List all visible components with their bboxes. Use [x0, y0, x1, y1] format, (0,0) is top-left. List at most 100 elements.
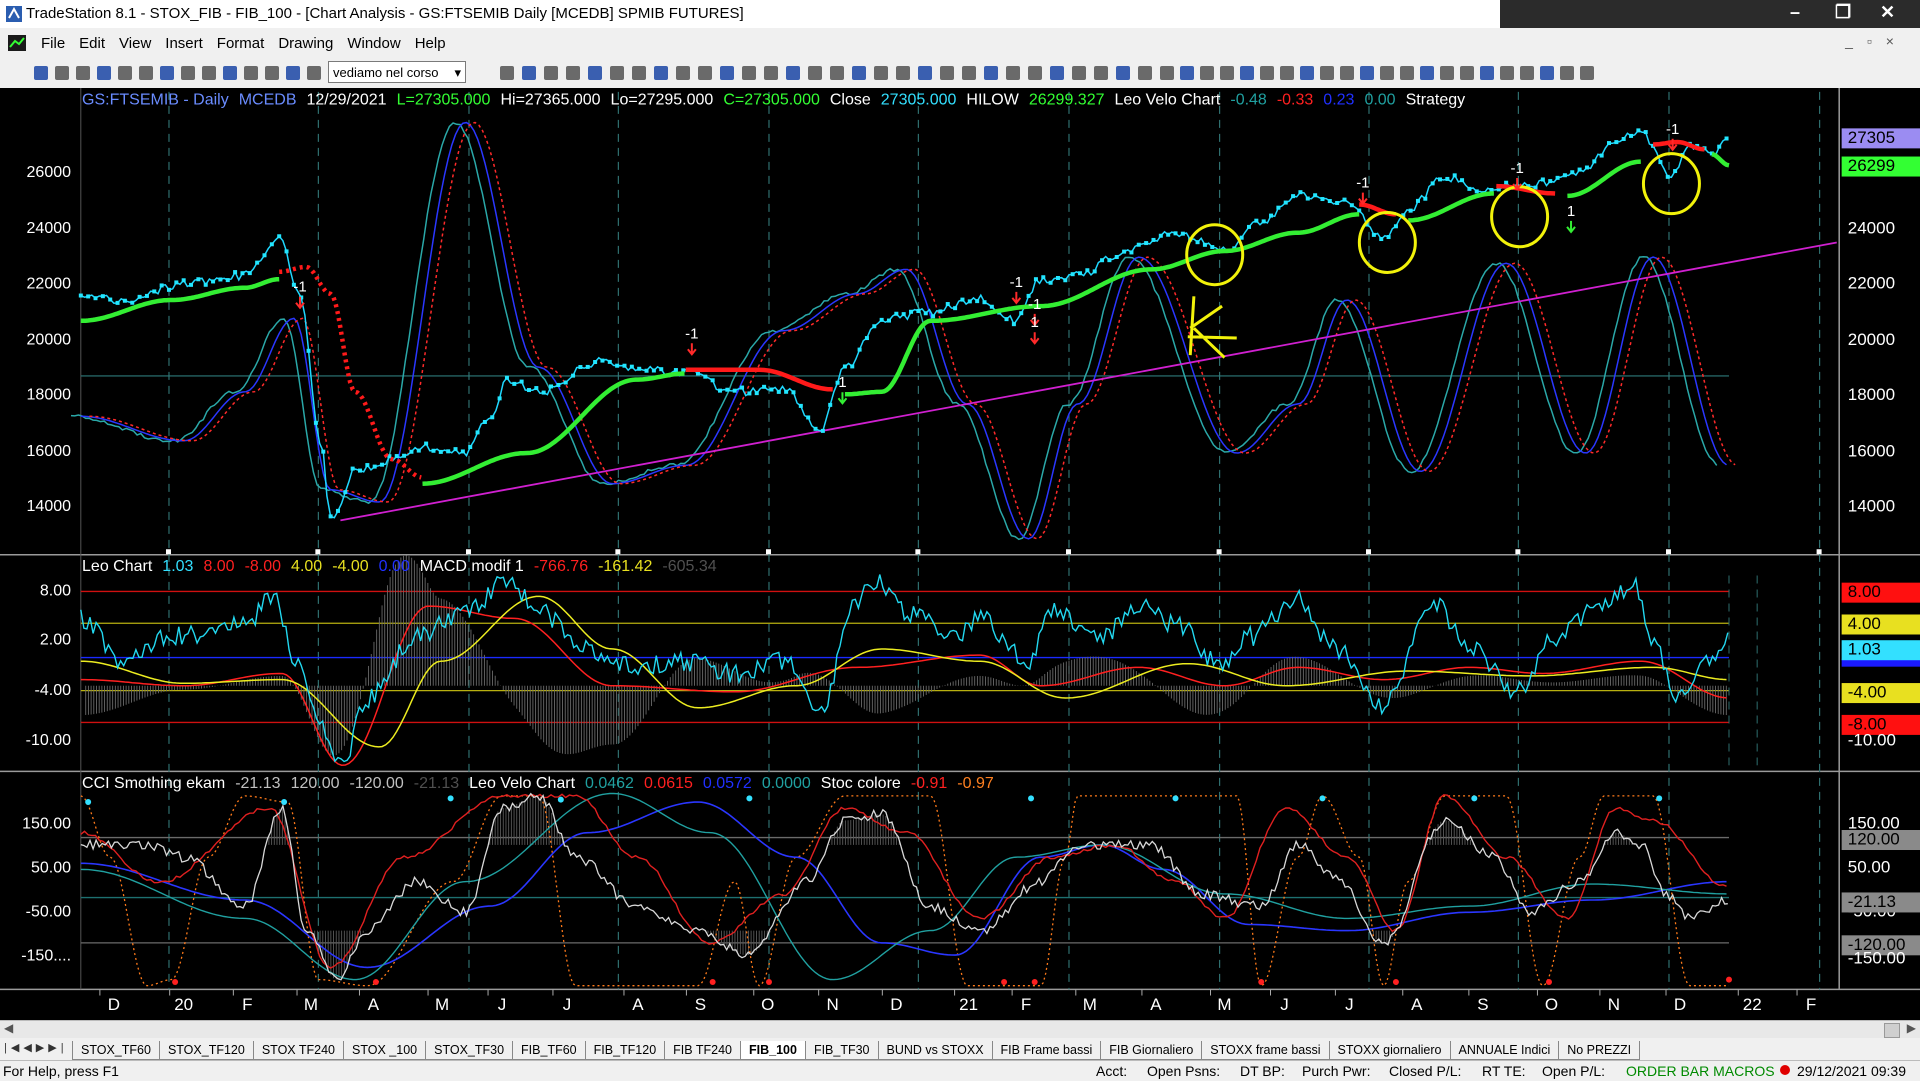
tab[interactable]: No PREZZI: [1558, 1041, 1641, 1060]
toolbar-icon[interactable]: [1400, 66, 1414, 80]
toolbar-icon[interactable]: [544, 66, 558, 80]
menu-item[interactable]: Window: [347, 34, 401, 52]
scroll-thumb[interactable]: [1884, 1023, 1900, 1038]
tab[interactable]: BUND vs STOXX: [877, 1041, 993, 1060]
toolbar-icon[interactable]: [1240, 66, 1254, 80]
menu-item[interactable]: View: [119, 34, 152, 52]
menu-item[interactable]: Insert: [165, 34, 203, 52]
toolbar-icon[interactable]: [1116, 66, 1130, 80]
toolbar-icon[interactable]: [918, 66, 932, 80]
tab[interactable]: STOXX giornaliero: [1328, 1041, 1451, 1060]
toolbar-icon[interactable]: [588, 66, 602, 80]
toolbar-icon[interactable]: [874, 66, 888, 80]
toolbar-icon[interactable]: [286, 66, 300, 80]
tab[interactable]: FIB_TF30: [804, 1041, 879, 1060]
toolbar-icon[interactable]: [55, 66, 69, 80]
toolbar-icon[interactable]: [1094, 66, 1108, 80]
toolbar-icon[interactable]: [720, 66, 734, 80]
toolbar-icon[interactable]: [786, 66, 800, 80]
toolbar-icon[interactable]: [202, 66, 216, 80]
toolbar-icon[interactable]: [1050, 66, 1064, 80]
dropdown[interactable]: vediamo nel corso ▾: [328, 61, 466, 83]
toolbar-icon[interactable]: [1220, 66, 1234, 80]
toolbar-icon[interactable]: [764, 66, 778, 80]
toolbar-icon[interactable]: [522, 66, 536, 80]
toolbar-icon[interactable]: [1580, 66, 1594, 80]
toolbar-icon[interactable]: [1280, 66, 1294, 80]
toolbar-icon[interactable]: [1200, 66, 1214, 80]
toolbar-icon[interactable]: [265, 66, 279, 80]
toolbar-icon[interactable]: [160, 66, 174, 80]
toolbar-icon[interactable]: [1072, 66, 1086, 80]
toolbar-icon[interactable]: [1028, 66, 1042, 80]
toolbar-icon[interactable]: [223, 66, 237, 80]
toolbar-icon[interactable]: [307, 66, 321, 80]
toolbar-icon[interactable]: [940, 66, 954, 80]
tab[interactable]: FIB_TF60: [512, 1041, 586, 1060]
toolbar-icon[interactable]: [1380, 66, 1394, 80]
toolbar-icon[interactable]: [1160, 66, 1174, 80]
toolbar-icon[interactable]: [34, 66, 48, 80]
toolbar-icon[interactable]: [1006, 66, 1020, 80]
toolbar-icon[interactable]: [610, 66, 624, 80]
tab[interactable]: FIB_100: [739, 1041, 806, 1060]
scroll-left[interactable]: ◀: [4, 1021, 14, 1035]
menu-item[interactable]: Edit: [79, 34, 106, 52]
toolbar-icon[interactable]: [1180, 66, 1194, 80]
toolbar-icon[interactable]: [97, 66, 111, 80]
toolbar-icon[interactable]: [244, 66, 258, 80]
toolbar-icon[interactable]: [1500, 66, 1514, 80]
mdi-controls[interactable]: _▫×: [1845, 33, 1908, 49]
maximize-button[interactable]: ❐: [1835, 2, 1852, 22]
toolbar-icon[interactable]: [139, 66, 153, 80]
toolbar-icon[interactable]: [1340, 66, 1354, 80]
toolbar-icon[interactable]: [1360, 66, 1374, 80]
tab[interactable]: FIB Frame bassi: [991, 1041, 1102, 1060]
toolbar-icon[interactable]: [1300, 66, 1314, 80]
toolbar-icon[interactable]: [566, 66, 580, 80]
toolbar-icon[interactable]: [1440, 66, 1454, 80]
close-button[interactable]: ✕: [1880, 2, 1896, 22]
toolbar-icon[interactable]: [962, 66, 976, 80]
toolbar-icon[interactable]: [1540, 66, 1554, 80]
menu-item[interactable]: Format: [216, 34, 265, 52]
toolbar-icon[interactable]: [1520, 66, 1534, 80]
toolbar-icon[interactable]: [676, 66, 690, 80]
tab[interactable]: STOX _100: [343, 1041, 427, 1060]
toolbar-icon[interactable]: [1138, 66, 1152, 80]
tab-nav[interactable]: |◀◀▶▶|: [4, 1042, 68, 1054]
tab[interactable]: FIB Giornaliero: [1100, 1041, 1203, 1060]
toolbar-icon[interactable]: [1320, 66, 1334, 80]
toolbar-icon[interactable]: [698, 66, 712, 80]
toolbar-icon[interactable]: [852, 66, 866, 80]
toolbar-icon[interactable]: [1460, 66, 1474, 80]
scrollbar[interactable]: ◀ ▶: [0, 1020, 1920, 1039]
toolbar-icon[interactable]: [1560, 66, 1574, 80]
menu-item[interactable]: Drawing: [278, 34, 334, 52]
toolbar-icon[interactable]: [1260, 66, 1274, 80]
toolbar-icon[interactable]: [181, 66, 195, 80]
toolbar-icon[interactable]: [118, 66, 132, 80]
tab[interactable]: STOXX frame bassi: [1201, 1041, 1330, 1060]
tab[interactable]: FIB_TF120: [584, 1041, 666, 1060]
toolbar-icon[interactable]: [984, 66, 998, 80]
toolbar-icon[interactable]: [830, 66, 844, 80]
tab[interactable]: ANNUALE Indici: [1449, 1041, 1560, 1060]
toolbar-icon[interactable]: [896, 66, 910, 80]
scroll-right[interactable]: ▶: [1906, 1021, 1916, 1035]
toolbar-icon[interactable]: [742, 66, 756, 80]
tab[interactable]: STOX_TF30: [425, 1041, 514, 1060]
toolbar-icon[interactable]: [76, 66, 90, 80]
tab[interactable]: STOX_TF60: [72, 1041, 160, 1060]
menu-item[interactable]: File: [41, 34, 66, 52]
toolbar-icon[interactable]: [1420, 66, 1434, 80]
tab[interactable]: FIB TF240: [664, 1041, 741, 1060]
tab[interactable]: STOX_TF120: [158, 1041, 254, 1060]
tab[interactable]: STOX TF240: [252, 1041, 345, 1060]
toolbar-icon[interactable]: [500, 66, 514, 80]
toolbar-icon[interactable]: [1480, 66, 1494, 80]
toolbar-icon[interactable]: [808, 66, 822, 80]
minimize-button[interactable]: –: [1790, 2, 1801, 22]
toolbar-icon[interactable]: [654, 66, 668, 80]
toolbar-icon[interactable]: [632, 66, 646, 80]
